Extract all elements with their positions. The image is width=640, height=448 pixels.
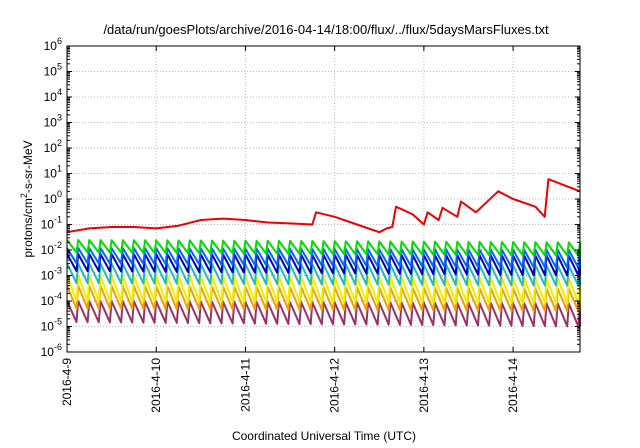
x-tick-label: 2016-4-10 — [149, 358, 163, 413]
y-axis-label-part1: protons/cm — [21, 198, 35, 257]
y-tick-label: 100 — [44, 189, 62, 206]
y-tick-label: 10-2 — [41, 240, 62, 257]
y-tick-label: 10-5 — [41, 317, 62, 334]
y-tick-label: 105 — [44, 62, 62, 79]
series-line — [66, 274, 581, 305]
y-tick-label: 106 — [44, 36, 62, 53]
chart-title: /data/run/goesPlots/archive/2016-04-14/1… — [103, 22, 549, 37]
y-tick-label: 10-1 — [41, 215, 62, 232]
y-tick-label: 102 — [44, 138, 62, 155]
series-group — [66, 178, 581, 328]
y-tick-label: 104 — [44, 87, 62, 104]
y-axis-label-exp: 2 — [19, 193, 29, 198]
y-tick-label: 10-4 — [41, 291, 62, 308]
y-axis-label-part2: -s-sr-MeV — [21, 140, 35, 193]
y-tick-label: 10-3 — [41, 266, 62, 283]
y-tick-group: 10-6 10-5 10-4 10-3 10-2 10-1 100 101 102 103 104 1… — [41, 36, 580, 359]
series-line — [66, 300, 581, 328]
x-axis-label: Coordinated Universal Time (UTC) — [232, 429, 416, 443]
x-tick-label: 2016-4-13 — [417, 358, 431, 413]
series-line — [66, 238, 581, 257]
x-tick-label: 2016-4-12 — [328, 358, 342, 413]
y-axis-label: protons/cm2-s-sr-MeV — [19, 140, 35, 257]
y-tick-label: 10-6 — [41, 342, 62, 359]
series-line — [66, 247, 581, 269]
x-tick-label: 2016-4-9 — [60, 358, 74, 406]
x-tick-group: 2016-4-9 2016-4-10 2016-4-11 2016-4-12 2016-… — [60, 46, 520, 413]
y-tick-label: 101 — [44, 164, 62, 181]
x-tick-label: 2016-4-11 — [238, 358, 252, 412]
y-tick-label: 103 — [44, 113, 62, 130]
x-tick-label: 2016-4-14 — [506, 358, 520, 413]
series-line — [66, 178, 581, 234]
